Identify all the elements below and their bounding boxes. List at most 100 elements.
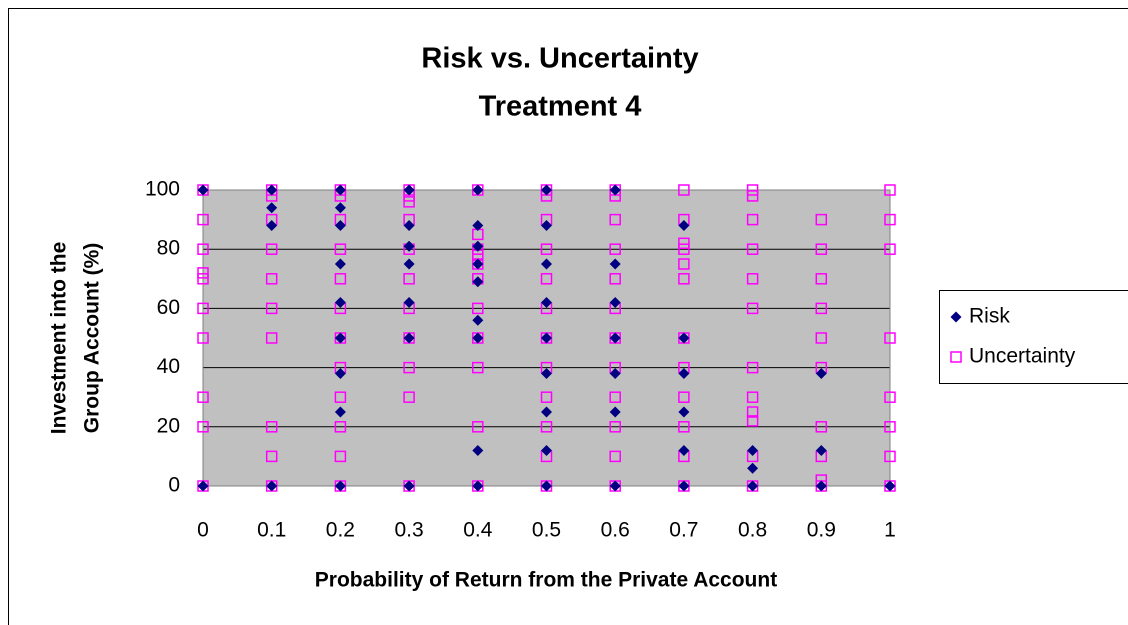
point: [265, 450, 278, 463]
point: [815, 243, 828, 255]
point: [678, 421, 690, 433]
point: [609, 273, 621, 285]
point: [197, 213, 209, 226]
point: [403, 220, 415, 232]
y-axis-title: Investment into the: [48, 242, 71, 435]
x-tick-label: 0.8: [738, 519, 767, 542]
point: [334, 258, 346, 270]
point: [265, 273, 278, 285]
point: [403, 184, 415, 196]
x-tick-label: 0.6: [601, 519, 630, 542]
point: [884, 332, 896, 344]
point: [678, 243, 690, 255]
point: [540, 243, 553, 255]
y-tick-label: 100: [145, 178, 180, 201]
point: [815, 332, 828, 344]
legend-label: Uncertainty: [969, 345, 1076, 368]
point: [747, 480, 759, 492]
point: [746, 273, 759, 285]
point: [609, 368, 621, 380]
legend-label: Risk: [969, 305, 1010, 328]
point: [334, 296, 346, 308]
point: [678, 368, 690, 380]
point: [541, 368, 552, 380]
point: [609, 480, 621, 492]
point: [678, 391, 690, 403]
point: [541, 258, 552, 270]
point: [472, 361, 484, 374]
point: [265, 243, 278, 255]
point: [541, 296, 552, 308]
point: [472, 220, 484, 232]
point: [472, 184, 484, 196]
legend-marker: [950, 351, 962, 363]
point: [678, 184, 690, 196]
point: [609, 213, 621, 226]
point: [815, 480, 827, 492]
point: [884, 421, 896, 433]
point: [746, 302, 759, 315]
point: [403, 480, 415, 492]
point: [403, 258, 415, 270]
point: [678, 406, 690, 418]
point: [884, 391, 896, 403]
point: [266, 202, 278, 214]
point: [403, 273, 415, 285]
point: [197, 332, 209, 344]
point: [334, 243, 347, 255]
point: [197, 273, 209, 285]
point: [815, 302, 828, 315]
point: [540, 391, 553, 403]
point: [472, 302, 484, 315]
point: [541, 332, 552, 344]
point: [678, 237, 690, 250]
point: [265, 302, 278, 315]
x-tick-label: 0.5: [532, 519, 561, 542]
point: [678, 332, 690, 344]
legend-box: [939, 290, 1128, 384]
y-axis-title: Group Account (%): [81, 243, 104, 434]
point: [609, 406, 621, 418]
point: [746, 243, 759, 255]
point: [334, 332, 346, 344]
point: [678, 220, 690, 232]
point: [541, 406, 552, 418]
point: [541, 220, 552, 232]
point: [197, 391, 209, 403]
point: [266, 184, 278, 196]
y-tick-label: 40: [157, 355, 180, 378]
point: [815, 368, 827, 380]
point: [472, 480, 484, 492]
point: [472, 276, 484, 288]
chart-subtitle: Treatment 4: [479, 91, 642, 123]
point: [266, 480, 278, 492]
point: [197, 243, 209, 255]
point: [884, 480, 896, 492]
point: [609, 258, 621, 270]
point: [334, 406, 346, 418]
point: [472, 314, 484, 326]
point: [609, 184, 621, 196]
point: [334, 480, 346, 492]
x-tick-label: 1: [884, 519, 896, 542]
point: [609, 296, 621, 308]
point: [678, 480, 690, 492]
point: [609, 332, 621, 344]
point: [265, 421, 278, 433]
point: [815, 421, 828, 433]
point: [609, 421, 621, 433]
point: [746, 190, 759, 202]
point: [472, 332, 484, 344]
point: [472, 444, 484, 456]
point: [746, 213, 759, 226]
x-axis-title: Probability of Return from the Private A…: [315, 569, 777, 592]
x-tick-label: 0.2: [326, 519, 355, 542]
point: [678, 258, 690, 270]
x-tick-label: 0.1: [257, 519, 286, 542]
y-tick-label: 20: [157, 414, 180, 437]
point: [609, 450, 621, 463]
point: [472, 258, 484, 270]
point: [746, 415, 759, 427]
point: [747, 444, 759, 456]
